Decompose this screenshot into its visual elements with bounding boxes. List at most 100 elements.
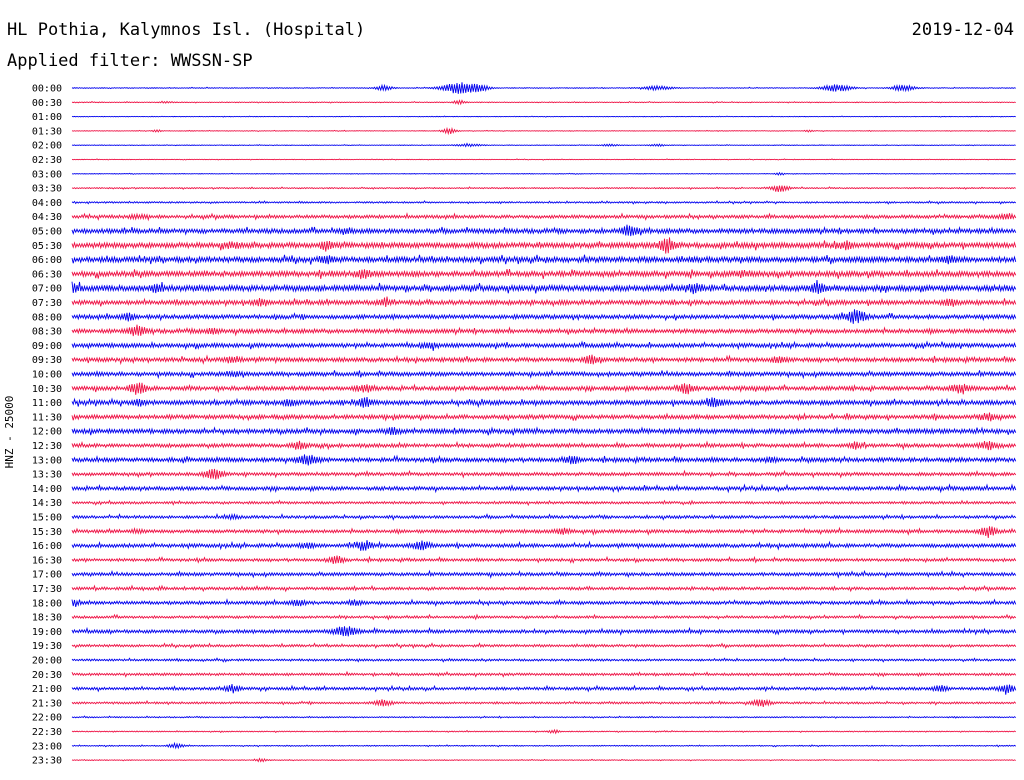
time-tick-labels: 00:00 00:30 01:00 01:30 02:00 02:30 03:00 03:30… <box>32 84 62 767</box>
time-tick-label: 21:30 <box>32 698 62 709</box>
station-title: HL Pothia, Kalymnos Isl. (Hospital) <box>7 20 366 40</box>
time-tick-label: 05:30 <box>32 241 62 252</box>
time-tick-label: 07:30 <box>32 298 62 309</box>
seismic-trace-line <box>71 626 1017 637</box>
time-tick-label: 20:30 <box>32 670 62 681</box>
time-tick-label: 23:00 <box>32 741 62 752</box>
seismic-trace-line <box>71 254 1017 265</box>
time-tick-label: 00:00 <box>32 84 62 95</box>
time-tick-label: 19:30 <box>32 641 62 652</box>
seismic-trace-line <box>71 212 1017 222</box>
time-tick-label: 23:30 <box>32 756 62 767</box>
time-tick-label: 04:30 <box>32 212 62 223</box>
seismic-trace-line <box>71 115 1016 118</box>
seismic-trace-line <box>71 426 1017 437</box>
time-tick-label: 12:00 <box>32 427 62 438</box>
seismic-trace-line <box>71 483 1017 494</box>
time-tick-label: 11:30 <box>32 412 62 423</box>
time-tick-label: 17:00 <box>32 570 62 581</box>
time-tick-label: 10:30 <box>32 384 62 395</box>
seismic-trace-line <box>71 171 1016 176</box>
seismic-trace-line <box>71 200 1017 205</box>
time-tick-label: 15:00 <box>32 513 62 524</box>
time-tick-label: 13:30 <box>32 470 62 481</box>
seismic-trace-line <box>71 454 1017 466</box>
seismic-trace-line <box>71 369 1017 380</box>
seismic-trace-line <box>71 382 1017 395</box>
time-tick-label: 03:00 <box>32 169 62 180</box>
time-tick-label: 00:30 <box>32 98 62 109</box>
time-tick-label: 18:00 <box>32 598 62 609</box>
time-tick-label: 10:00 <box>32 370 62 381</box>
seismic-trace-line <box>71 540 1017 551</box>
seismic-trace-line <box>71 126 1016 136</box>
recording-date: 2019-12-04 <box>911 20 1014 40</box>
seismic-trace-line <box>71 296 1017 308</box>
seismic-trace-line <box>71 642 1017 650</box>
time-tick-label: 06:30 <box>32 269 62 280</box>
time-tick-label: 19:00 <box>32 627 62 638</box>
seismic-trace-line <box>71 82 1016 94</box>
seismic-trace-line <box>71 569 1017 579</box>
time-tick-label: 08:30 <box>32 327 62 338</box>
time-tick-label: 14:00 <box>32 484 62 495</box>
seismic-trace-line <box>71 512 1017 522</box>
applied-filter-label: Applied filter: WWSSN-SP <box>7 51 253 71</box>
time-tick-label: 15:30 <box>32 527 62 538</box>
time-tick-label: 16:00 <box>32 541 62 552</box>
seismic-trace-line <box>71 670 1017 678</box>
seismic-trace-line <box>71 741 1017 750</box>
seismic-trace-line <box>71 412 1017 422</box>
seismic-trace-line <box>71 526 1017 538</box>
time-tick-label: 09:30 <box>32 355 62 366</box>
time-tick-label: 14:30 <box>32 498 62 509</box>
time-tick-label: 17:30 <box>32 584 62 595</box>
seismic-trace-line <box>71 757 1016 763</box>
time-tick-label: 06:00 <box>32 255 62 266</box>
time-tick-label: 22:30 <box>32 727 62 738</box>
seismic-trace-line <box>71 683 1017 695</box>
seismic-trace-line <box>71 340 1017 351</box>
time-tick-label: 21:00 <box>32 684 62 695</box>
seismic-trace-line <box>71 440 1017 451</box>
seismic-trace-line <box>71 397 1017 409</box>
seismic-trace-line <box>71 468 1017 480</box>
time-tick-label: 08:00 <box>32 312 62 323</box>
time-tick-label: 02:30 <box>32 155 62 166</box>
time-tick-label: 11:00 <box>32 398 62 409</box>
seismic-trace-line <box>71 598 1017 608</box>
seismic-trace-line <box>71 224 1017 237</box>
seismic-trace-line <box>71 613 1017 621</box>
seismic-trace-line <box>71 715 1017 719</box>
time-tick-label: 12:30 <box>32 441 62 452</box>
seismic-trace-line <box>71 158 1016 161</box>
seismic-trace-line <box>71 184 1016 193</box>
time-tick-label: 01:30 <box>32 126 62 137</box>
seismic-trace-line <box>71 555 1017 565</box>
seismic-trace-line <box>71 499 1017 507</box>
time-tick-label: 03:30 <box>32 184 62 195</box>
time-tick-label: 13:00 <box>32 455 62 466</box>
seismic-traces <box>71 82 1017 763</box>
time-tick-label: 01:00 <box>32 112 62 123</box>
seismic-trace-line <box>71 142 1016 148</box>
seismic-trace-line <box>71 309 1017 324</box>
time-tick-label: 16:30 <box>32 555 62 566</box>
seismic-trace-line <box>71 698 1017 707</box>
time-tick-label: 18:30 <box>32 613 62 624</box>
time-tick-label: 05:00 <box>32 227 62 238</box>
time-tick-label: 02:00 <box>32 141 62 152</box>
seismic-trace-line <box>71 728 1016 735</box>
time-tick-label: 07:00 <box>32 284 62 295</box>
time-tick-label: 04:00 <box>32 198 62 209</box>
time-tick-label: 09:00 <box>32 341 62 352</box>
seismic-trace-line <box>71 268 1017 280</box>
seismic-trace-line <box>71 657 1017 663</box>
seismic-trace-line <box>71 280 1017 295</box>
seismic-trace-line <box>71 324 1017 337</box>
seismic-trace-line <box>71 99 1016 106</box>
time-tick-label: 20:00 <box>32 656 62 667</box>
seismic-trace-line <box>71 237 1017 254</box>
time-tick-label: 22:00 <box>32 713 62 724</box>
